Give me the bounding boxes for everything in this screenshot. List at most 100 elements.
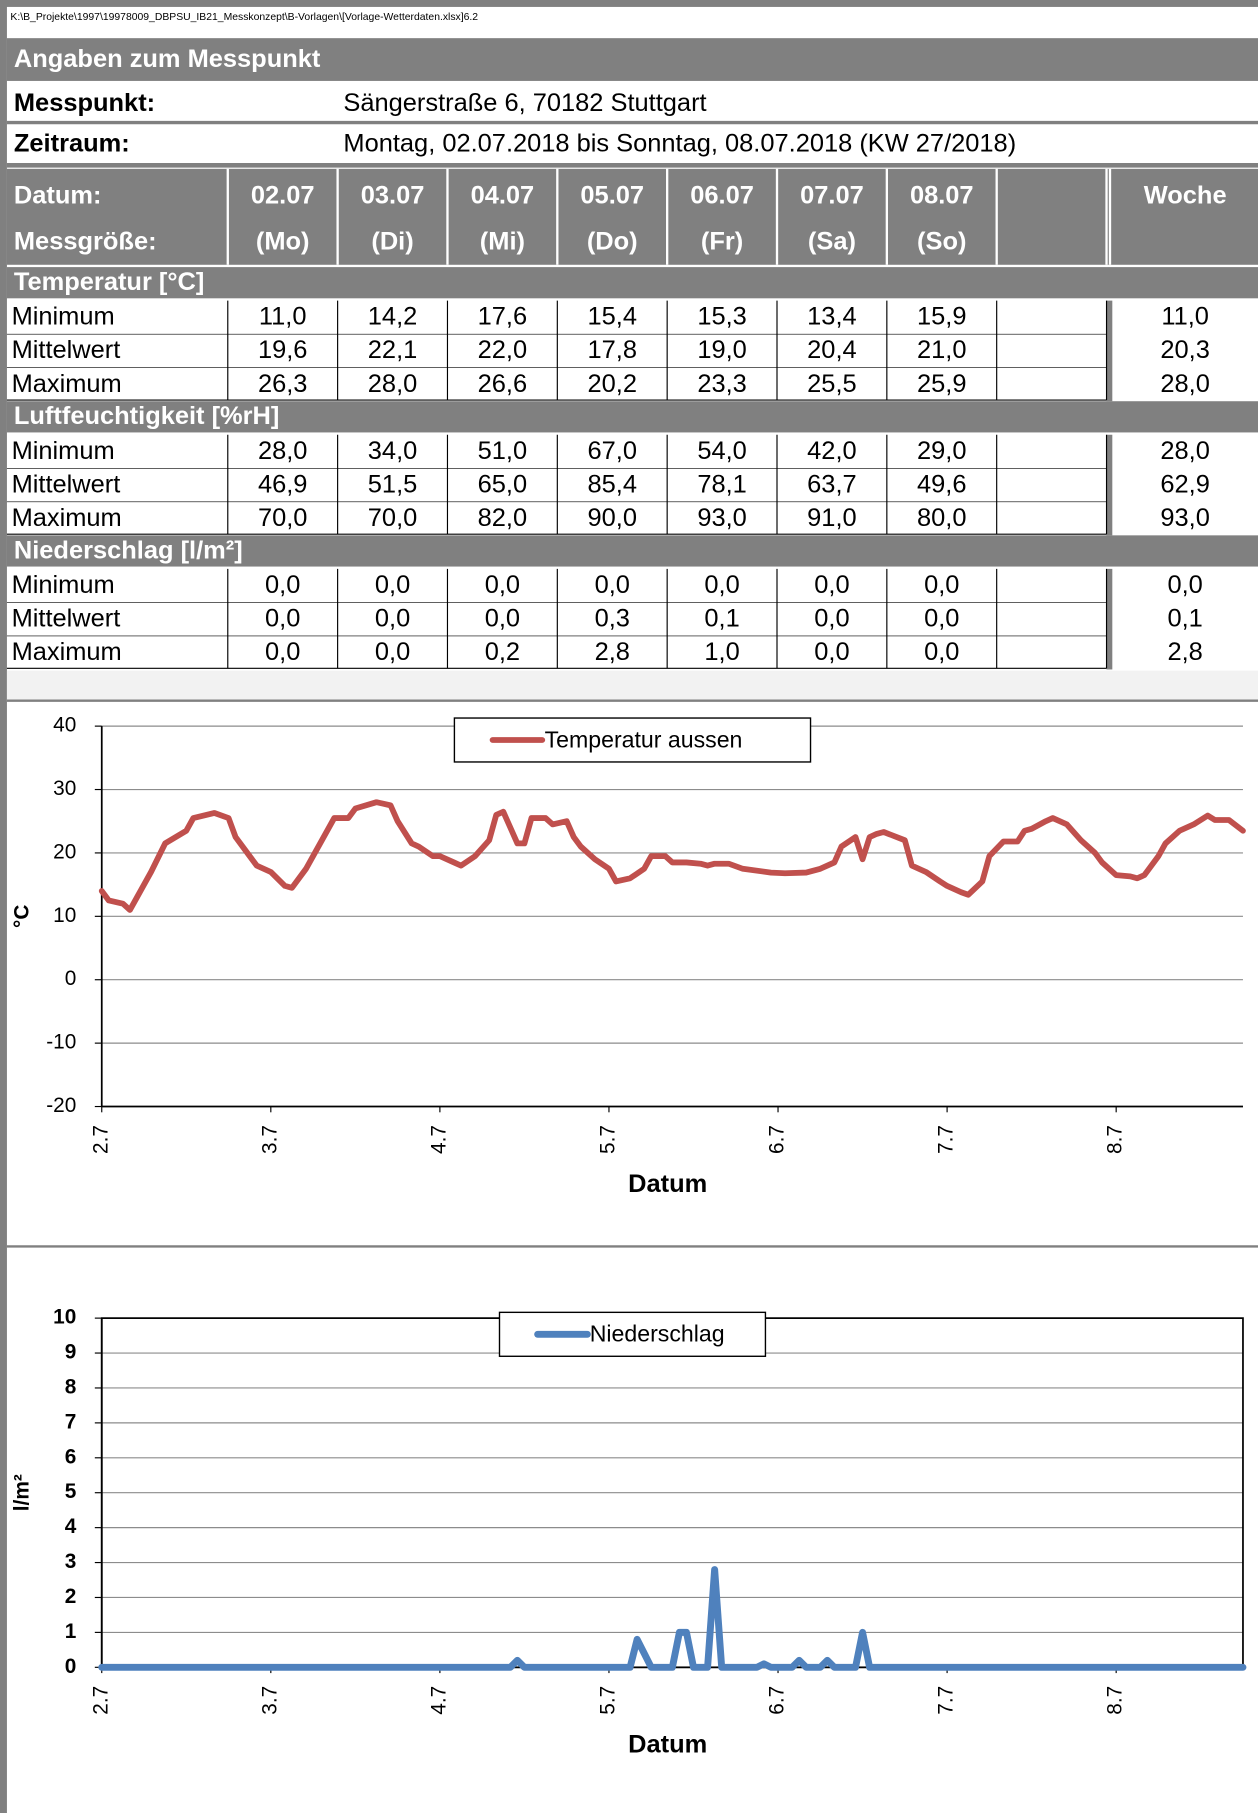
week-gap — [1106, 568, 1113, 670]
week-value: 2,8 — [1167, 638, 1202, 666]
cell-value: 11,0 — [259, 303, 307, 331]
cell-value: 22,1 — [368, 336, 417, 364]
cell-value: 54,0 — [697, 437, 746, 465]
y-tick-label: 10 — [53, 1306, 76, 1329]
week-value: 28,0 — [1160, 370, 1209, 398]
week-value: 0,1 — [1167, 604, 1202, 632]
section-title: Angaben zum Messpunkt — [14, 45, 321, 73]
file-path: K:\B_Projekte\1997\19978009_DBPSU_IB21_M… — [10, 12, 478, 23]
week-value: 93,0 — [1160, 504, 1209, 532]
cell-value: 70,0 — [258, 504, 307, 532]
cell-value: 0,0 — [924, 604, 959, 632]
section-bar — [6, 38, 1258, 81]
x-tick-label: 8.7 — [1104, 1125, 1127, 1154]
cell-value: 46,9 — [258, 470, 307, 498]
cell-value: 51,5 — [368, 470, 417, 498]
week-value: 20,3 — [1160, 336, 1209, 364]
y-tick-label: 10 — [53, 904, 76, 927]
day-date: 05.07 — [580, 181, 644, 209]
day-name: (Sa) — [808, 228, 856, 256]
week-gap — [1106, 300, 1113, 402]
row-label: Maximum — [12, 638, 122, 666]
group-bar — [6, 267, 1258, 299]
cell-value: 0,0 — [814, 604, 849, 632]
cell-value: 0,0 — [924, 571, 959, 599]
cell-value: 0,0 — [375, 638, 410, 666]
cell-value: 67,0 — [587, 437, 636, 465]
cell-value: 78,1 — [697, 470, 746, 498]
cell-value: 25,5 — [807, 370, 856, 398]
cell-value: 0,0 — [924, 638, 959, 666]
cell-value: 2,8 — [595, 638, 630, 666]
y-tick-label: 7 — [65, 1410, 77, 1433]
messpunkt-value: Sängerstraße 6, 70182 Stuttgart — [343, 89, 706, 117]
y-tick-label: 6 — [65, 1445, 77, 1468]
cell-value: 20,2 — [587, 370, 636, 398]
y-tick-label: 0 — [65, 1655, 77, 1678]
day-date: 04.07 — [471, 181, 535, 209]
cell-value: 15,4 — [587, 303, 636, 331]
cell-value: 17,8 — [587, 336, 636, 364]
cell-value: 28,0 — [368, 370, 417, 398]
row-label: Minimum — [12, 571, 115, 599]
cell-value: 26,3 — [258, 370, 307, 398]
day-name: (Mo) — [256, 228, 310, 256]
cell-value: 0,0 — [704, 571, 739, 599]
cell-value: 19,6 — [258, 336, 307, 364]
x-tick-label: 2.7 — [89, 1125, 112, 1154]
x-tick-label: 3.7 — [258, 1125, 281, 1154]
day-date: 02.07 — [251, 181, 315, 209]
x-tick-label: 2.7 — [89, 1686, 112, 1715]
day-date: 08.07 — [910, 181, 974, 209]
day-name: (So) — [917, 228, 966, 256]
group-title: Luftfeuchtigkeit [%rH] — [14, 402, 280, 430]
x-tick-label: 3.7 — [258, 1686, 281, 1715]
group-bar — [6, 535, 1258, 567]
zeitraum-label: Zeitraum: — [14, 129, 130, 157]
row-label: Mittelwert — [12, 336, 121, 364]
top-border — [0, 0, 1258, 7]
x-tick-label: 5.7 — [596, 1686, 619, 1715]
cell-value: 29,0 — [917, 437, 966, 465]
cell-value: 85,4 — [587, 470, 636, 498]
y-tick-label: 2 — [65, 1585, 77, 1608]
x-tick-label: 6.7 — [766, 1686, 789, 1715]
cell-value: 63,7 — [807, 470, 856, 498]
y-tick-label: 1 — [65, 1620, 77, 1643]
cell-value: 1,0 — [704, 638, 739, 666]
y-tick-label: 3 — [65, 1550, 77, 1573]
cell-value: 19,0 — [697, 336, 746, 364]
day-date: 03.07 — [361, 181, 425, 209]
cell-value: 0,0 — [375, 571, 410, 599]
data-line — [98, 799, 1246, 913]
day-name: (Do) — [587, 228, 638, 256]
week-value: 11,0 — [1161, 303, 1209, 331]
x-tick-label: 4.7 — [427, 1125, 450, 1154]
y-tick-label: 30 — [53, 777, 76, 800]
x-tick-label: 8.7 — [1104, 1686, 1127, 1715]
cell-value: 28,0 — [258, 437, 307, 465]
cell-value: 17,6 — [478, 303, 527, 331]
x-axis-title: Datum — [628, 1170, 707, 1198]
cell-value: 25,9 — [917, 370, 966, 398]
cell-value: 0,2 — [485, 638, 520, 666]
week-gap — [1106, 434, 1113, 536]
row-label: Maximum — [12, 504, 122, 532]
spacer-row — [6, 670, 1258, 701]
x-tick-label: 7.7 — [935, 1686, 958, 1715]
x-tick-label: 4.7 — [427, 1686, 450, 1715]
cell-value: 20,4 — [807, 336, 856, 364]
week-value: 28,0 — [1160, 437, 1209, 465]
left-border — [0, 0, 7, 1813]
day-name: (Di) — [371, 228, 413, 256]
table-header — [6, 168, 1258, 265]
cell-value: 0,0 — [814, 638, 849, 666]
zeitraum-value: Montag, 02.07.2018 bis Sonntag, 08.07.20… — [343, 129, 1016, 157]
cell-value: 0,0 — [265, 604, 300, 632]
y-axis-title: °C — [11, 905, 34, 928]
cell-value: 65,0 — [478, 470, 527, 498]
cell-value: 0,0 — [595, 571, 630, 599]
cell-value: 0,0 — [265, 638, 300, 666]
